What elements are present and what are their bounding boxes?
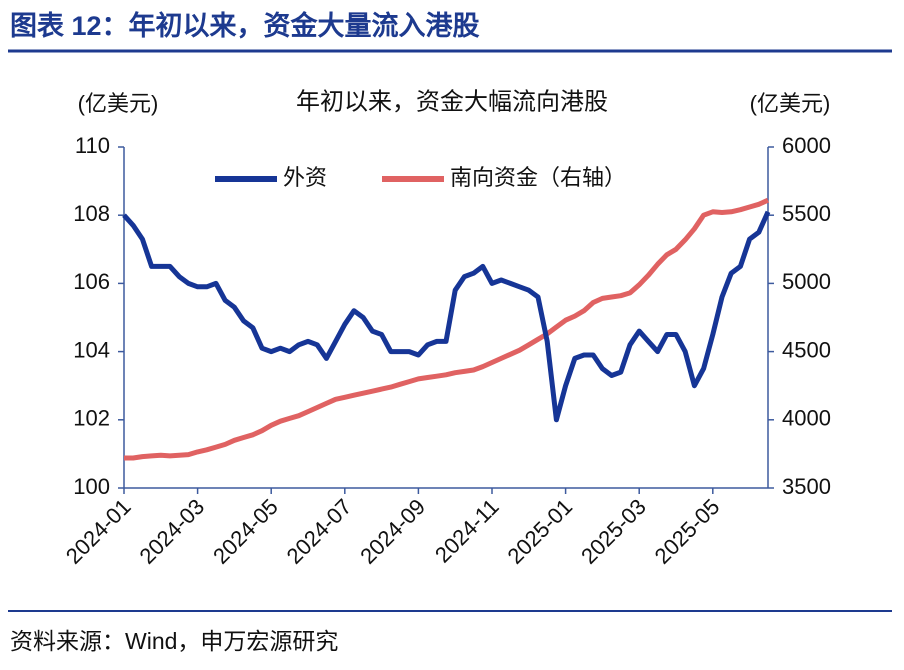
y2-tick-label: 5500 [782, 201, 831, 226]
x-tick-label: 2024-09 [355, 494, 430, 569]
y2-tick-label: 3500 [782, 474, 831, 499]
y-axis-label: (亿美元) [78, 91, 159, 116]
x-tick-label: 2024-01 [61, 494, 136, 569]
y2-tick-label: 4500 [782, 337, 831, 362]
x-tick-label: 2024-11 [430, 494, 504, 568]
header-title: 图表 12：年初以来，资金大量流入港股 [10, 10, 480, 41]
y2-tick-label: 6000 [782, 133, 831, 158]
x-tick-label: 2025-03 [576, 494, 651, 569]
y-tick-label: 104 [73, 337, 110, 362]
legend-label: 南向资金（右轴） [450, 165, 626, 190]
y2-tick-label: 5000 [782, 269, 831, 294]
y-tick-label: 108 [73, 201, 110, 226]
y-tick-label: 106 [73, 269, 110, 294]
series-line [124, 197, 770, 461]
y-tick-label: 102 [73, 406, 110, 431]
x-tick-label: 2024-07 [282, 494, 357, 569]
y-tick-label: 110 [75, 133, 110, 158]
chart-title: 年初以来，资金大幅流向港股 [296, 88, 608, 115]
x-tick-label: 2024-05 [208, 494, 283, 569]
legend-label: 外资 [283, 165, 327, 190]
x-tick-label: 2025-01 [502, 494, 577, 569]
series-line [122, 210, 771, 423]
y-tick-label: 100 [73, 474, 110, 499]
x-tick-label: 2024-03 [134, 494, 209, 569]
y2-tick-label: 4000 [782, 406, 831, 431]
y2-axis-label: (亿美元) [750, 91, 831, 116]
x-tick-label: 2025-05 [650, 494, 725, 569]
source-note: 资料来源：Wind，申万宏源研究 [10, 628, 338, 654]
